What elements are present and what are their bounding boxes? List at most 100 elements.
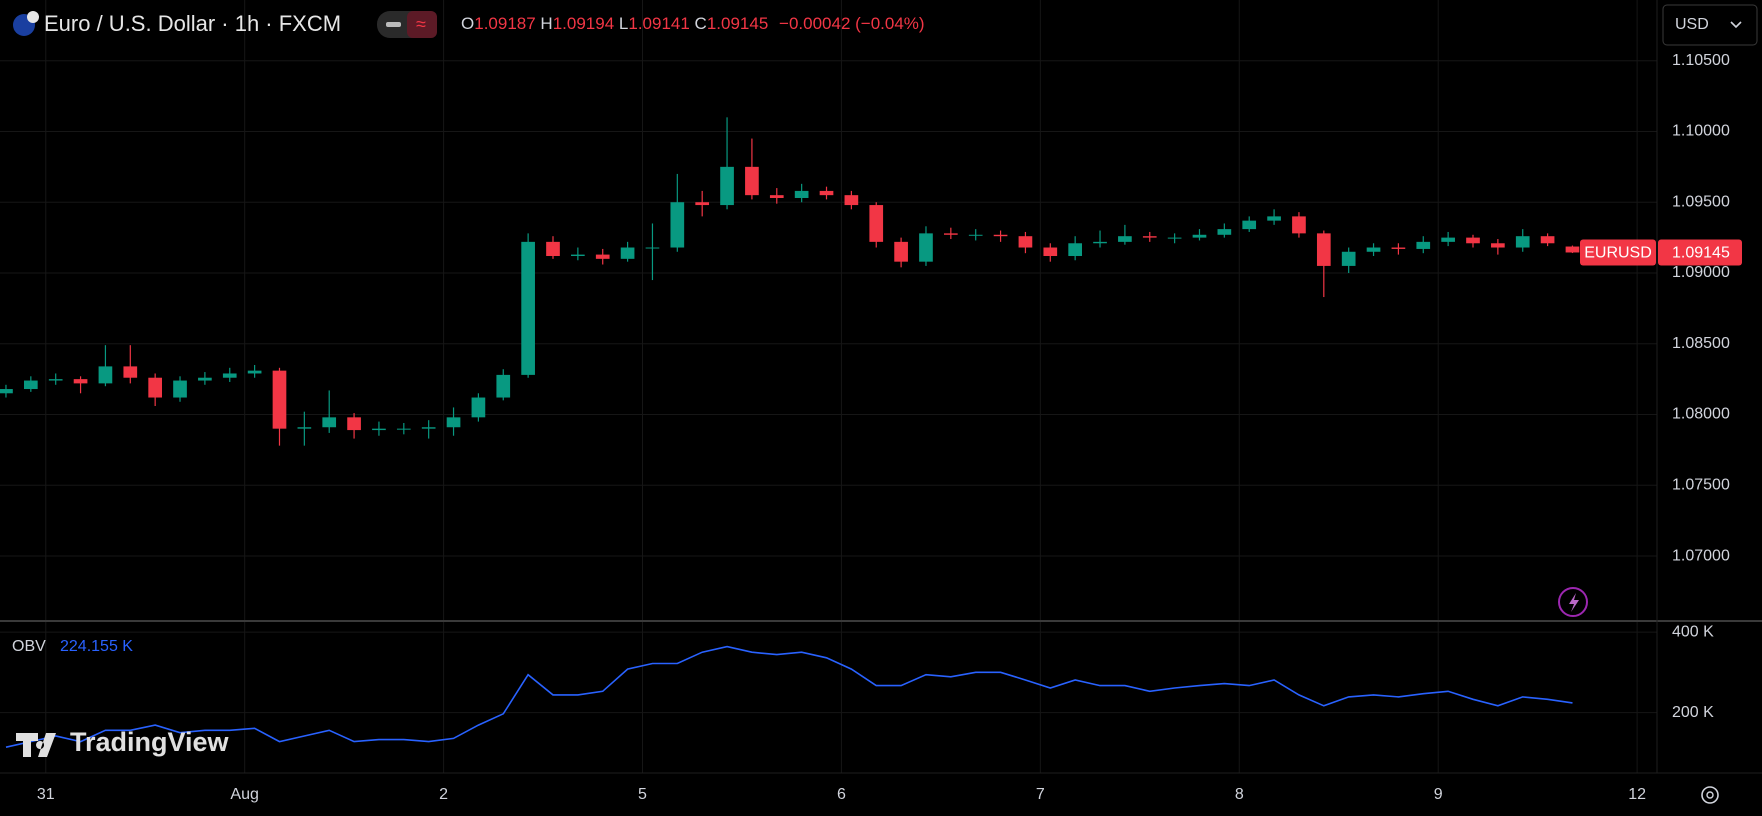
y-tick-label: 1.08500 <box>1672 335 1730 352</box>
candle-body <box>98 366 113 384</box>
candle-body <box>968 234 983 236</box>
candle-body <box>993 234 1008 237</box>
candle-body <box>1341 251 1356 266</box>
candle-body <box>1267 216 1281 221</box>
candle-body <box>396 428 411 430</box>
toggle-pill[interactable] <box>407 11 437 38</box>
x-tick-label: 5 <box>638 786 647 803</box>
change-value: −0.00042 (−0.04%) <box>779 14 925 33</box>
candle-body <box>123 366 138 378</box>
candle-body <box>894 241 908 262</box>
candle-body <box>571 254 585 257</box>
candle-body <box>919 233 933 262</box>
flag-icon <box>27 11 39 23</box>
candle-body <box>869 205 884 242</box>
y-tick-label: 400 K <box>1672 623 1714 640</box>
y-tick-label: 1.07000 <box>1672 547 1730 564</box>
candle-body <box>471 397 486 418</box>
candle-body <box>247 370 262 374</box>
x-tick-label: 7 <box>1036 786 1045 803</box>
currency-selector[interactable]: USD <box>1662 4 1758 46</box>
ohlc-value: 1.09145 <box>707 14 768 33</box>
candle-body <box>695 202 710 206</box>
candle-body <box>1043 247 1058 257</box>
settings-icon[interactable] <box>1701 786 1719 804</box>
y-tick-label: 1.10000 <box>1672 123 1730 140</box>
indicator-value: 224.155 K <box>60 638 133 655</box>
candle-body <box>297 427 312 429</box>
ohlc-legend: O1.09187 H1.09194 L1.09141 C1.09145 −0.0… <box>461 14 925 33</box>
candle-body <box>1565 246 1580 253</box>
price-label: 1.09145 <box>1672 245 1730 262</box>
x-tick-label: 2 <box>439 786 448 803</box>
candle-body <box>1441 237 1455 242</box>
indicator-name[interactable]: OBV <box>12 638 46 655</box>
symbol-header[interactable]: Euro / U.S. Dollar · 1h · FXCM <box>13 11 341 36</box>
alert-button[interactable] <box>1558 587 1588 617</box>
candle-body <box>794 190 809 198</box>
currency-label[interactable]: USD <box>1675 16 1709 33</box>
candle-body <box>1018 236 1033 248</box>
candle-body <box>1217 229 1232 235</box>
candle-body <box>521 241 535 375</box>
symbol-label: EURUSD <box>1584 245 1652 262</box>
candle-body <box>1366 247 1381 252</box>
symbol-badge <box>1580 239 1656 266</box>
brand-icon <box>16 733 56 757</box>
candle-body <box>720 166 734 206</box>
settings-button[interactable] <box>1701 786 1719 804</box>
candle-body <box>1292 216 1306 234</box>
x-tick-label: 12 <box>1628 786 1646 803</box>
candle-body <box>1142 236 1157 238</box>
candle-body <box>819 190 834 196</box>
x-tick-label: 9 <box>1434 786 1443 803</box>
alert-icon <box>1569 593 1579 612</box>
candle-body <box>1192 234 1207 238</box>
candle-body <box>1466 237 1480 244</box>
currency-box[interactable] <box>1662 4 1758 46</box>
y-tick-label: 200 K <box>1672 704 1714 721</box>
x-tick-label: 6 <box>837 786 846 803</box>
symbol-title[interactable]: Euro / U.S. Dollar · 1h · FXCM <box>44 11 341 36</box>
x-tick-label: Aug <box>230 786 258 803</box>
x-tick-label: 31 <box>37 786 55 803</box>
ohlc-key: O <box>461 14 474 33</box>
candle-body <box>1391 247 1406 249</box>
ohlc-key: L <box>619 14 628 33</box>
settings-icon <box>1706 791 1714 799</box>
toggle-icon: ≈ <box>416 14 426 34</box>
candle-body <box>645 247 660 249</box>
y-tick-label: 1.09500 <box>1672 193 1730 210</box>
price-badge <box>1658 239 1742 266</box>
candle-body <box>1540 236 1555 244</box>
candle-body <box>546 241 560 257</box>
y-tick-label: 1.07500 <box>1672 476 1730 493</box>
candle-body <box>272 370 287 429</box>
candle-body <box>1515 236 1530 248</box>
y-tick-label: 1.08000 <box>1672 406 1730 423</box>
brand-name[interactable]: TradingView <box>70 727 230 757</box>
candle-body <box>148 377 162 398</box>
candle-body <box>1416 241 1431 249</box>
candle-body <box>620 247 635 259</box>
candle-body <box>1118 236 1132 242</box>
candle-body <box>48 379 63 381</box>
brand-logo[interactable]: TradingView <box>16 727 230 757</box>
ohlc-value: 1.09187 <box>474 14 535 33</box>
candle-body <box>943 233 958 235</box>
candle-body <box>1068 243 1082 257</box>
alert-circle[interactable] <box>1558 587 1588 617</box>
mark-layer <box>0 117 1580 748</box>
ohlc-key: C <box>695 14 707 33</box>
candle-body <box>496 374 511 398</box>
candle-body <box>446 417 461 428</box>
candle-body <box>0 389 13 394</box>
candle-body <box>347 417 361 431</box>
candle-body <box>1167 237 1182 239</box>
ohlc-value: 1.09194 <box>553 14 614 33</box>
candle-body <box>745 166 759 196</box>
candle-body <box>173 380 187 398</box>
candle-body <box>1093 241 1107 244</box>
